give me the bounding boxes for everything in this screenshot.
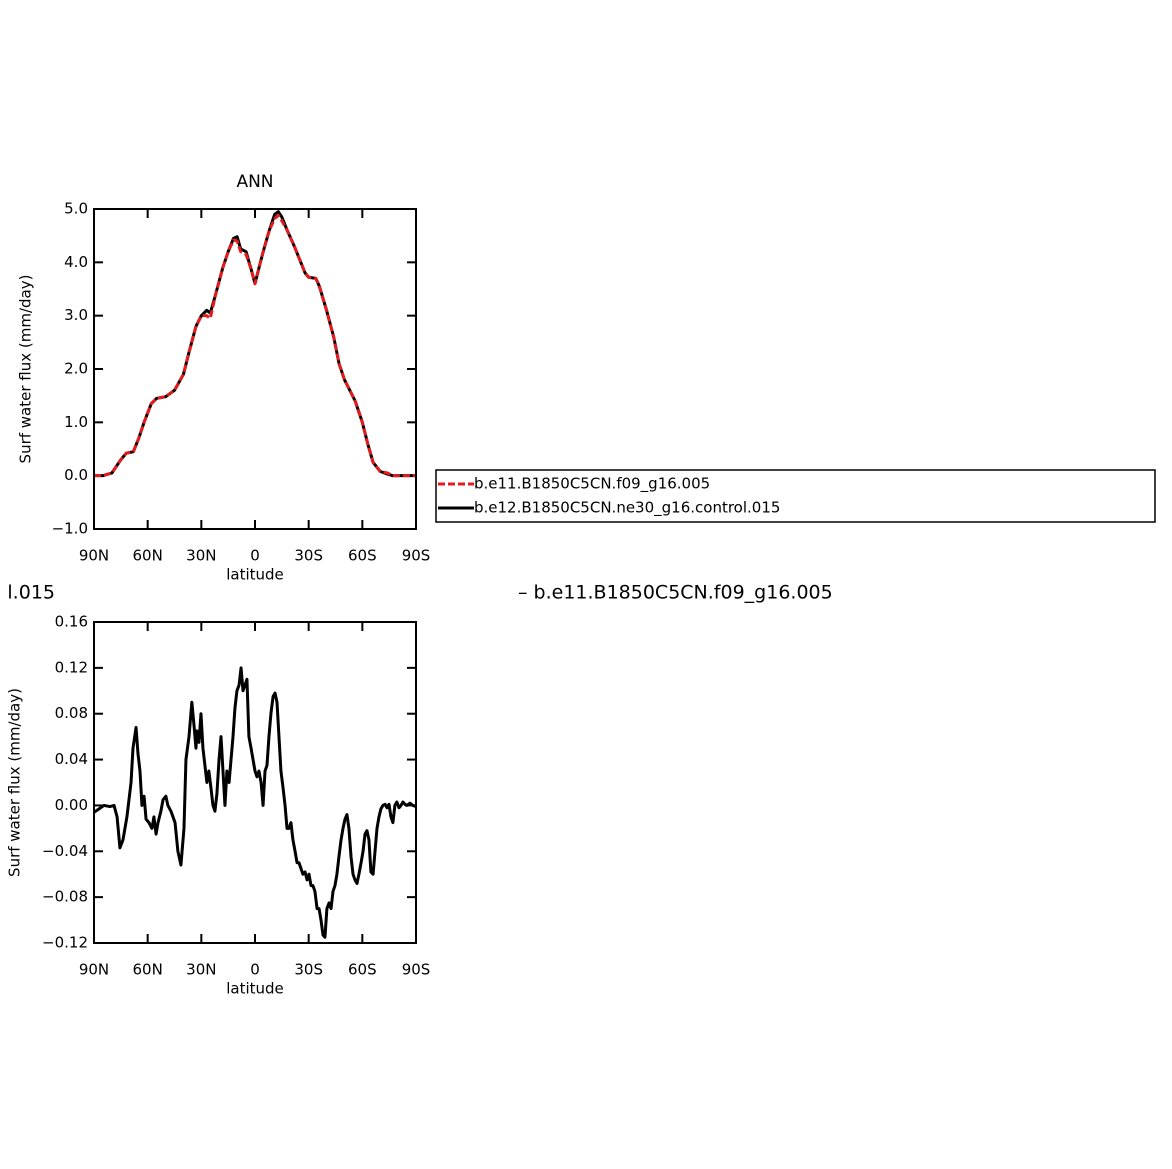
y-tick-label: 5.0 [64,200,88,218]
y-tick-label: 0.00 [55,796,88,814]
x-tick-label: 30S [294,547,323,565]
y-tick-label: 0.16 [55,613,88,631]
plot-frame [93,621,417,944]
series-line [94,210,416,478]
y-tick-label: −0.04 [42,842,88,860]
x-tick-label: 60N [133,547,163,565]
y-axis-label: Surf water flux (mm/day) [6,688,24,877]
y-tick-label: 0.08 [55,704,88,722]
legend-label: b.e12.B1850C5CN.ne30_g16.control.015 [474,499,780,518]
y-axis-label: Surf water flux (mm/day) [17,275,35,464]
y-tick-label: −0.08 [42,888,88,906]
x-tick-label: 60S [348,961,377,979]
y-tick-label: 2.0 [64,360,88,378]
chart-title-fragment: – b.e11.B1850C5CN.f09_g16.005 [518,582,833,604]
plot-frame [93,208,417,530]
x-axis-label: latitude [226,566,284,584]
series-line [94,213,416,478]
y-tick-label: −1.0 [52,520,88,538]
x-tick-label: 90S [402,547,431,565]
y-tick-label: 0.0 [64,466,88,484]
x-tick-label: 0 [250,961,260,979]
y-tick-label: 3.0 [64,306,88,324]
x-tick-label: 90N [79,547,109,565]
x-tick-label: 60N [133,961,163,979]
x-tick-label: 30S [294,961,323,979]
x-tick-label: 30N [186,547,216,565]
chart-title-fragment: l.015 [7,582,55,604]
legend-box [435,469,1156,523]
y-tick-label: −0.12 [42,934,88,952]
series-line [93,666,417,939]
x-tick-label: 0 [250,547,260,565]
x-tick-label: 90S [402,961,431,979]
x-axis-label: latitude [226,980,284,998]
y-tick-label: 1.0 [64,413,88,431]
chart-title: ANN [236,172,273,192]
x-tick-label: 30N [186,961,216,979]
x-tick-label: 60S [348,547,377,565]
y-tick-label: 4.0 [64,253,88,271]
y-tick-label: 0.12 [55,658,88,676]
legend-label: b.e11.B1850C5CN.f09_g16.005 [474,475,710,494]
y-tick-label: 0.04 [55,750,88,768]
x-tick-label: 90N [79,961,109,979]
